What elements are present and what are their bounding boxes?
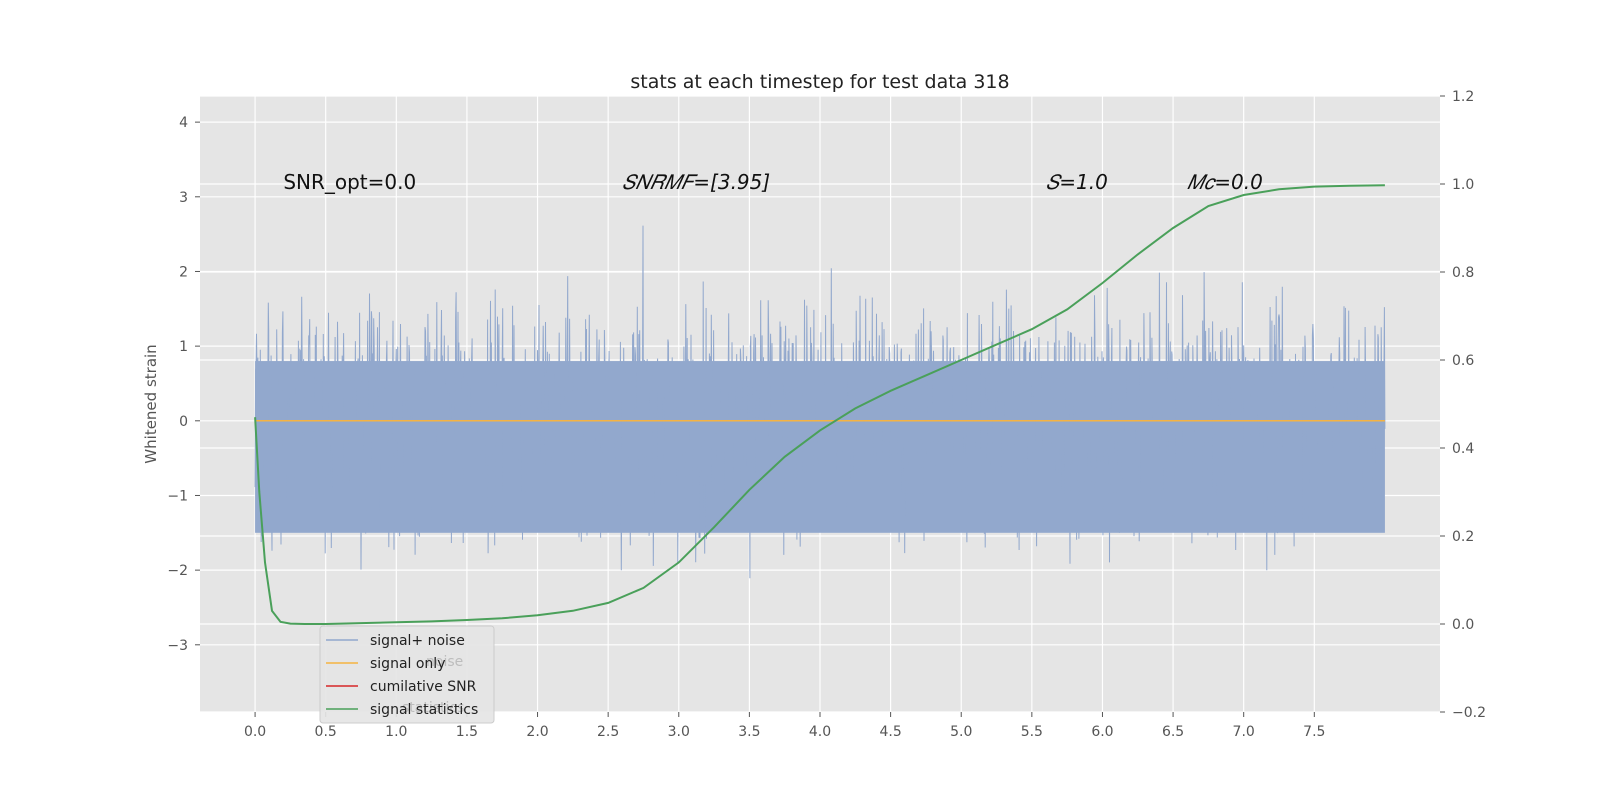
x-tick-label: 0.0 bbox=[244, 724, 266, 740]
x-tick-label: 5.0 bbox=[950, 724, 972, 740]
y-axis-label: Whitened strain bbox=[142, 344, 160, 463]
x-tick-label: 3.5 bbox=[738, 724, 760, 740]
y-tick-label: 2 bbox=[179, 264, 188, 280]
signal-noise-line bbox=[254, 225, 1386, 579]
y-tick-label: 4 bbox=[179, 115, 188, 131]
x-tick-label: 0.5 bbox=[315, 724, 337, 740]
x-tick-label: 4.0 bbox=[809, 724, 831, 740]
x-tick-label: 7.0 bbox=[1233, 724, 1255, 740]
y2-tick-label: 0.0 bbox=[1452, 617, 1474, 633]
signal-statistics-line bbox=[254, 184, 1385, 625]
x-tick-label: 1.0 bbox=[385, 724, 407, 740]
y-tick-label: −2 bbox=[167, 563, 188, 579]
annotation-mc: 𝑀𝑐=0.0 bbox=[1187, 170, 1263, 194]
x-tick-label: 6.0 bbox=[1091, 724, 1113, 740]
annotation-s: 𝑆=1.0 bbox=[1046, 170, 1108, 194]
signal-noise-series bbox=[254, 225, 1386, 579]
x-tick-label: 4.5 bbox=[879, 724, 901, 740]
x-axis-ticks: 0.0 0.5 1.0 1.5 2.0 2.5 3.0 3.5 4.0 4.5 5.0 5.5 6.0 6… bbox=[244, 712, 1325, 740]
y2-tick-label: 0.2 bbox=[1452, 529, 1474, 545]
y-axis-ticks: −3 −2 −1 0 1 2 3 4 bbox=[167, 115, 200, 654]
x-tick-label: 7.5 bbox=[1303, 724, 1325, 740]
x-tick-label: 2.5 bbox=[597, 724, 619, 740]
y-tick-label: 0 bbox=[179, 414, 188, 430]
y2-tick-label: 0.8 bbox=[1452, 265, 1474, 281]
legend-box bbox=[319, 625, 495, 724]
legend-ghost-label-statistics: statistics bbox=[402, 700, 464, 716]
y2-tick-label: 0.4 bbox=[1452, 441, 1474, 457]
y-tick-label: −1 bbox=[167, 488, 188, 504]
y-tick-label: 1 bbox=[179, 339, 188, 355]
legend-label-signal-only: signal only bbox=[370, 656, 445, 672]
annotation-snr-mf: 𝑆𝑁𝑅𝑀𝐹=[3.95] bbox=[622, 170, 770, 194]
y2-tick-label: 1.0 bbox=[1452, 177, 1474, 193]
x-tick-label: 6.5 bbox=[1162, 724, 1184, 740]
y2-axis-ticks: −0.2 0.0 0.2 0.4 0.6 0.8 1.0 1.2 bbox=[1440, 89, 1486, 721]
chart-title: stats at each timestep for test data 318 bbox=[630, 71, 1009, 93]
legend-label-signal-noise: signal+ noise bbox=[370, 633, 465, 649]
x-tick-label: 3.0 bbox=[668, 724, 690, 740]
y2-tick-label: −0.2 bbox=[1452, 705, 1486, 721]
y-tick-label: 3 bbox=[179, 190, 188, 206]
legend-label-cumilative-snr: cumilative SNR bbox=[370, 679, 477, 695]
y2-tick-label: 1.2 bbox=[1452, 89, 1474, 105]
legend-ghost-label-noise: noise bbox=[426, 654, 463, 670]
x-tick-label: 2.0 bbox=[526, 724, 548, 740]
annotation-snr-opt: SNR_opt=0.0 bbox=[283, 170, 416, 194]
legend-label-signal-statistics: signal statistics bbox=[370, 702, 478, 718]
y2-tick-label: 0.6 bbox=[1452, 353, 1474, 369]
x-tick-label: 5.5 bbox=[1021, 724, 1043, 740]
x-tick-label: 1.5 bbox=[456, 724, 478, 740]
y-tick-label: −3 bbox=[167, 638, 188, 654]
legend: noise statistics signal+ noise signal on… bbox=[319, 625, 495, 724]
